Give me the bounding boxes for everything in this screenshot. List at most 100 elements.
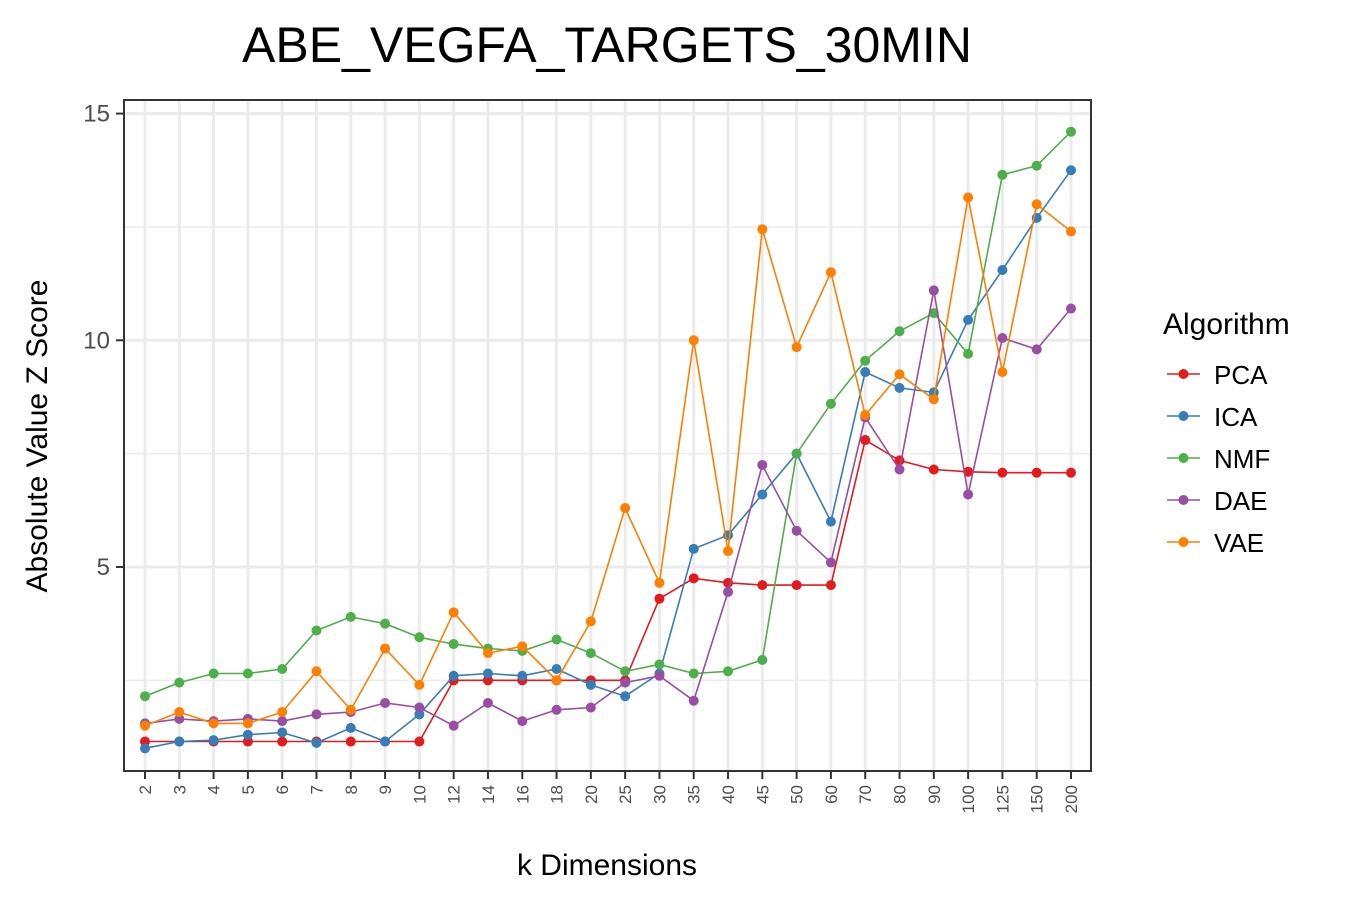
data-point-pca	[757, 580, 768, 591]
data-point-dae	[311, 709, 322, 720]
series-layer	[140, 126, 1076, 754]
series-line-ica	[144, 169, 1072, 750]
data-point-ica	[997, 265, 1008, 276]
series-dae	[140, 285, 1076, 731]
data-point-pca	[414, 736, 425, 747]
legend-item-ica: ICA	[1167, 402, 1258, 432]
data-point-dae	[517, 716, 528, 727]
data-point-vae	[825, 267, 836, 278]
data-point-vae	[654, 577, 665, 588]
data-point-ica	[825, 516, 836, 527]
legend-item-pca: PCA	[1167, 360, 1268, 390]
data-point-nmf	[311, 625, 322, 636]
x-tick-label: 20	[582, 785, 601, 804]
series-nmf	[140, 126, 1076, 702]
data-point-ica	[448, 670, 459, 681]
legend: Algorithm PCA ICA NMF DAE VAE	[1163, 308, 1290, 558]
series-line-vae	[144, 197, 1072, 727]
legend-label: VAE	[1214, 528, 1264, 558]
data-point-pca	[997, 467, 1008, 478]
data-point-nmf	[277, 663, 288, 674]
data-point-pca	[825, 580, 836, 591]
data-point-dae	[757, 459, 768, 470]
data-point-vae	[997, 367, 1008, 378]
data-point-vae	[277, 707, 288, 718]
data-point-nmf	[1031, 160, 1042, 171]
x-tick-label: 16	[513, 785, 532, 804]
data-point-dae	[825, 557, 836, 568]
data-point-pca	[345, 736, 356, 747]
data-point-nmf	[757, 654, 768, 665]
data-point-dae	[654, 670, 665, 681]
data-point-dae	[482, 697, 493, 708]
data-point-nmf	[860, 355, 871, 366]
x-tick-label: 10	[410, 785, 429, 804]
data-point-vae	[311, 666, 322, 677]
x-tick-label: 6	[273, 785, 292, 794]
data-point-ica	[688, 543, 699, 554]
legend-item-nmf: NMF	[1167, 444, 1270, 474]
data-point-nmf	[585, 648, 596, 659]
data-point-ica	[208, 735, 219, 746]
x-tick-label: 40	[719, 785, 738, 804]
data-point-pca	[928, 464, 939, 475]
data-point-dae	[585, 702, 596, 713]
data-point-pca	[860, 435, 871, 446]
legend-key-point	[1178, 369, 1189, 379]
data-point-ica	[140, 743, 150, 754]
data-point-vae	[345, 704, 356, 715]
data-point-nmf	[174, 677, 185, 688]
data-point-nmf	[208, 668, 219, 679]
data-point-dae	[551, 704, 562, 715]
data-point-ica	[174, 736, 185, 747]
x-tick-label: 90	[925, 785, 944, 804]
x-tick-label: 100	[959, 785, 978, 813]
legend-label: PCA	[1214, 360, 1268, 390]
x-tick-label: 4	[205, 785, 224, 794]
legend-title: Algorithm	[1163, 308, 1290, 341]
y-tick-label: 10	[83, 327, 110, 354]
data-point-nmf	[414, 632, 425, 643]
data-point-vae	[448, 607, 459, 618]
data-point-dae	[997, 333, 1008, 344]
x-tick-label: 60	[822, 785, 841, 804]
x-tick-label: 50	[788, 785, 807, 804]
data-point-ica	[380, 736, 391, 747]
data-point-vae	[174, 707, 185, 718]
data-point-vae	[688, 335, 699, 346]
data-point-ica	[311, 737, 322, 748]
legend-key-point	[1178, 495, 1189, 505]
data-point-nmf	[345, 611, 356, 622]
data-point-vae	[1031, 199, 1042, 210]
data-point-vae	[380, 643, 391, 654]
x-tick-label: 30	[650, 785, 669, 804]
data-point-vae	[414, 679, 425, 690]
data-point-nmf	[688, 668, 699, 679]
data-point-pca	[277, 736, 288, 747]
legend-label: NMF	[1214, 444, 1270, 474]
legend-label: ICA	[1214, 402, 1258, 432]
data-point-nmf	[620, 666, 631, 677]
data-point-pca	[963, 466, 974, 477]
x-tick-label: 150	[1028, 785, 1047, 813]
data-point-dae	[277, 716, 288, 727]
data-point-vae	[1066, 226, 1076, 237]
data-point-vae	[723, 546, 734, 557]
data-point-vae	[208, 718, 219, 729]
data-point-dae	[1066, 303, 1076, 314]
data-point-dae	[414, 702, 425, 713]
x-tick-label: 3	[170, 785, 189, 794]
data-point-vae	[140, 720, 150, 731]
series-pca	[140, 435, 1076, 747]
data-point-dae	[928, 285, 939, 296]
legend-key-point	[1178, 411, 1189, 421]
data-point-ica	[1066, 165, 1076, 176]
data-point-vae	[860, 410, 871, 421]
x-tick-label: 70	[856, 785, 875, 804]
x-tick-label: 14	[479, 785, 498, 804]
series-line-nmf	[144, 131, 1072, 697]
series-vae	[140, 192, 1076, 731]
data-point-vae	[620, 503, 631, 514]
data-point-dae	[791, 525, 802, 536]
